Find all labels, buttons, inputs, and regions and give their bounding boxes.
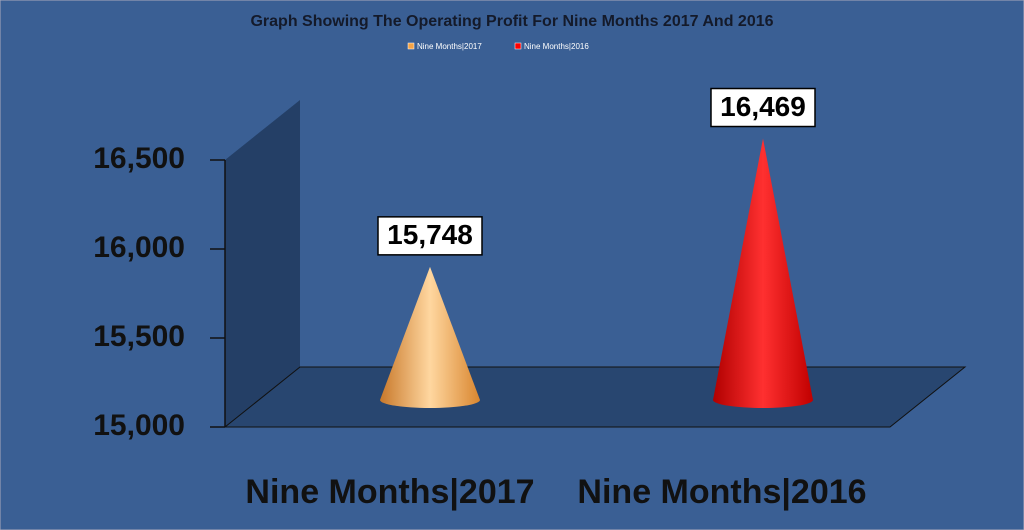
back-wall	[225, 100, 300, 427]
floor	[223, 366, 967, 428]
legend-label: Nine Months|2017	[417, 42, 482, 51]
y-tick-label: 15,500	[93, 320, 185, 353]
cone	[713, 138, 813, 408]
x-tick-label: Nine Months|2016	[577, 473, 866, 511]
y-tick-label: 16,500	[93, 142, 185, 175]
y-tick-label: 15,000	[93, 409, 185, 442]
value-label: 15,748	[387, 219, 473, 250]
chart-title: Graph Showing The Operating Profit For N…	[250, 13, 773, 30]
y-tick-label: 16,000	[93, 231, 185, 264]
legend-swatch	[514, 42, 522, 50]
legend-swatch	[407, 42, 415, 50]
value-label-box	[377, 216, 483, 256]
value-label-box	[710, 87, 816, 128]
cone	[380, 266, 480, 408]
value-label: 16,469	[720, 91, 806, 122]
x-tick-label: Nine Months|2017	[245, 473, 534, 511]
legend-label: Nine Months|2016	[524, 42, 589, 51]
